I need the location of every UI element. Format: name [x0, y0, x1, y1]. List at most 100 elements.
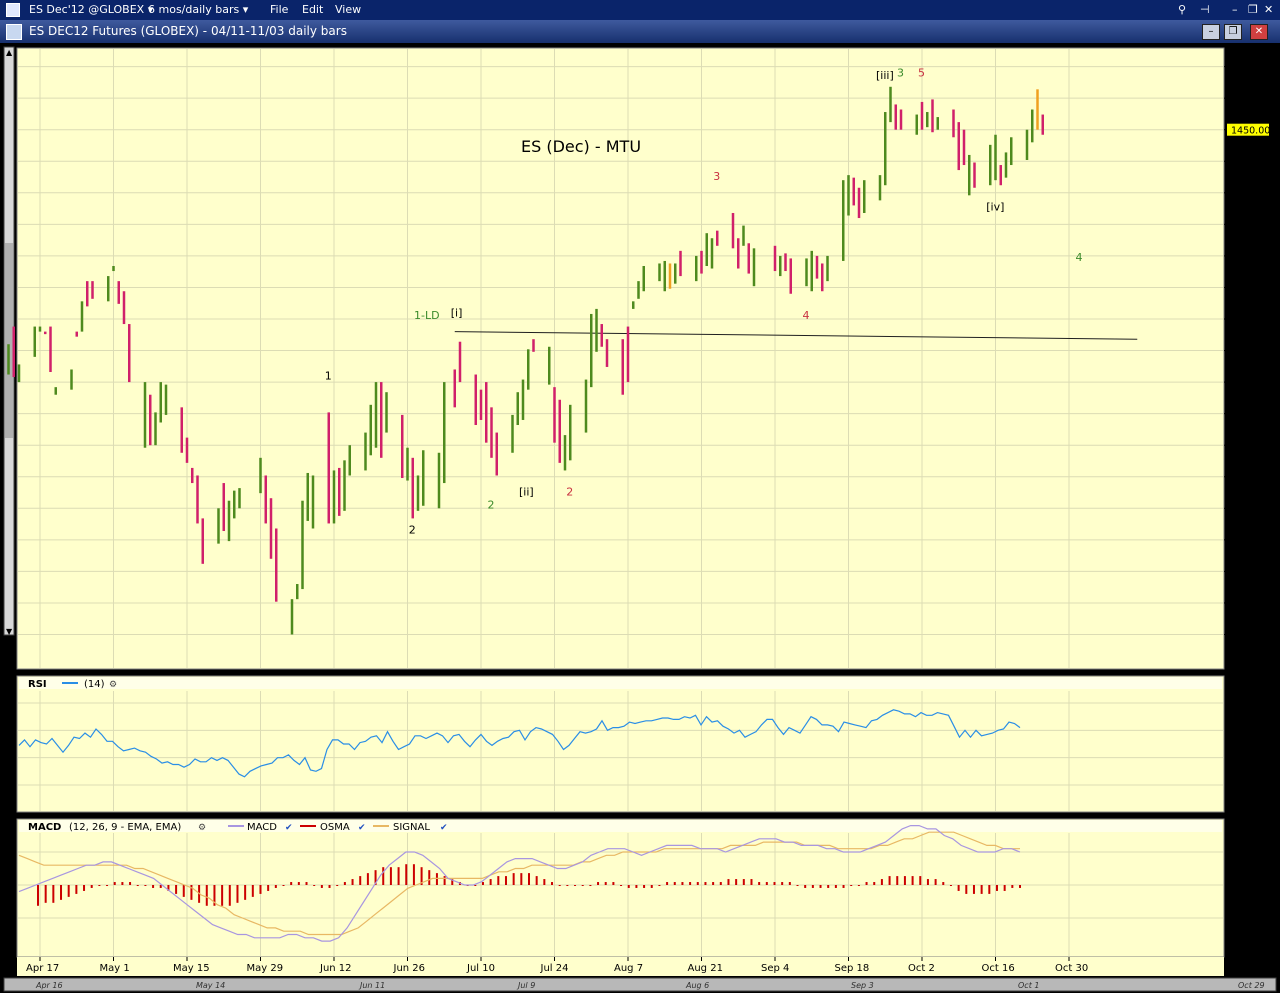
price-bar — [962, 129, 966, 166]
close-button[interactable]: ✕ — [1250, 24, 1268, 40]
rsi-panel: RSI (14) ⚙ 20 40 60 80 — [16, 675, 1243, 813]
price-bar — [857, 187, 861, 219]
price-bar — [401, 414, 404, 479]
osma-bar — [37, 885, 39, 906]
osma-bar — [497, 876, 500, 885]
minimize-app-button[interactable]: – — [1232, 3, 1238, 16]
price-bar — [784, 253, 787, 272]
price-bar — [259, 457, 262, 494]
wave-label: [ii] — [519, 486, 534, 499]
maximize-app-button[interactable]: ❐ — [1248, 3, 1258, 16]
chart-window-icon — [6, 24, 22, 40]
y-tick-label: 80 — [1231, 699, 1243, 710]
price-bar — [952, 109, 955, 138]
scrollbar-thumb[interactable] — [5, 243, 13, 438]
osma-bar — [934, 879, 937, 885]
trendline[interactable] — [454, 331, 1138, 340]
last-price-label: 1450.00 — [1231, 126, 1270, 137]
price-bar — [107, 276, 110, 302]
minimize-button[interactable]: – — [1202, 24, 1220, 40]
price-bar — [621, 339, 624, 395]
osma-bar — [765, 882, 768, 885]
price-bar — [70, 369, 73, 390]
symbol-dropdown[interactable]: ES Dec'12 @GLOBEX ▾ — [29, 3, 153, 16]
price-bar — [12, 326, 15, 378]
menubar: ES Dec'12 @GLOBEX ▾ 6 mos/daily bars ▾ F… — [0, 0, 1280, 20]
menu-edit[interactable]: Edit — [302, 3, 324, 16]
price-bar — [989, 144, 992, 186]
price-bar — [128, 324, 131, 383]
price-bar — [443, 382, 446, 484]
x-axis: Apr 17 May 1 May 15 May 29 Jun 12 Jun 26 Jul 1… — [26, 957, 1088, 974]
chart-window-title: ES DEC12 Futures (GLOBEX) - 04/11-11/03 … — [29, 24, 347, 38]
osma-bar — [144, 885, 147, 886]
price-bar — [926, 112, 929, 128]
price-bar — [705, 233, 708, 266]
osma-bar — [558, 885, 561, 886]
osma-bar — [251, 885, 254, 897]
signal-visible-check-icon[interactable]: ✔ — [440, 823, 448, 833]
price-panel-bg — [16, 47, 1225, 670]
osma-bar — [988, 885, 991, 894]
price-bar — [264, 475, 267, 524]
price-bar — [275, 528, 278, 602]
y-tick-label: 20 — [1231, 781, 1243, 792]
osma-bar — [1011, 885, 1014, 888]
osma-bar — [428, 870, 431, 885]
osma-bar — [834, 885, 837, 888]
price-bar — [301, 500, 304, 590]
settings-icon[interactable]: ⚙ — [198, 823, 206, 833]
price-bar — [490, 407, 493, 458]
osma-bar — [551, 882, 554, 885]
trendline-segment — [454, 331, 1138, 340]
y-tick-label: 0 — [1231, 881, 1237, 892]
osma-bar — [359, 876, 362, 885]
price-bar — [548, 346, 551, 385]
price-bar — [847, 175, 850, 216]
price-bar — [516, 392, 519, 426]
price-bar — [374, 382, 378, 448]
scroller-date-label: Jul 9 — [516, 981, 535, 990]
restore-button[interactable]: ❐ — [1224, 24, 1242, 40]
link-icon[interactable]: ⚲ — [1178, 3, 1187, 16]
osma-bar — [67, 885, 70, 897]
osma-bar — [228, 885, 231, 906]
menu-file[interactable]: File — [270, 3, 289, 16]
wave-label: [iii] — [876, 69, 894, 82]
price-bar — [826, 255, 829, 282]
price-bar — [884, 112, 887, 186]
price-bar — [999, 165, 1002, 186]
pin-icon[interactable]: ⊣ — [1200, 3, 1210, 16]
price-bar — [600, 324, 603, 347]
scroll-up-icon[interactable]: ▲ — [6, 48, 13, 57]
macd-visible-check-icon[interactable]: ✔ — [285, 823, 293, 833]
price-bar — [637, 281, 640, 299]
macd-y-axis: 10 0 -10 — [1231, 848, 1247, 925]
osma-bar — [965, 885, 968, 894]
period-dropdown[interactable]: 6 mos/daily bars ▾ — [148, 3, 248, 16]
price-bar — [422, 450, 425, 506]
price-bar — [338, 467, 341, 516]
scroll-down-icon[interactable]: ▼ — [6, 627, 13, 636]
price-bar — [154, 412, 157, 446]
settings-icon[interactable]: ⚙ — [109, 680, 117, 690]
wave-label: 1-LD — [414, 309, 440, 322]
price-bar — [663, 260, 666, 292]
price-bar — [789, 258, 792, 294]
price-bar — [1041, 114, 1044, 135]
x-tick-label: Jul 24 — [540, 963, 569, 974]
price-bar — [511, 414, 514, 453]
horizontal-scroller[interactable] — [3, 977, 1277, 992]
chart-area[interactable]: ▲ ▼ 1250.001262.501275.001287.501300.001… — [0, 43, 1280, 993]
menu-view[interactable]: View — [335, 3, 362, 16]
price-bar — [159, 382, 162, 423]
macd-panel-bg — [16, 818, 1225, 958]
price-bar — [852, 177, 855, 206]
osma-bar — [788, 882, 791, 885]
osma-visible-check-icon[interactable]: ✔ — [358, 823, 366, 833]
price-bar — [479, 389, 483, 420]
price-bar — [296, 584, 299, 600]
close-app-button[interactable]: ✕ — [1264, 3, 1274, 16]
osma-bar — [957, 885, 960, 891]
price-bar — [668, 263, 672, 289]
